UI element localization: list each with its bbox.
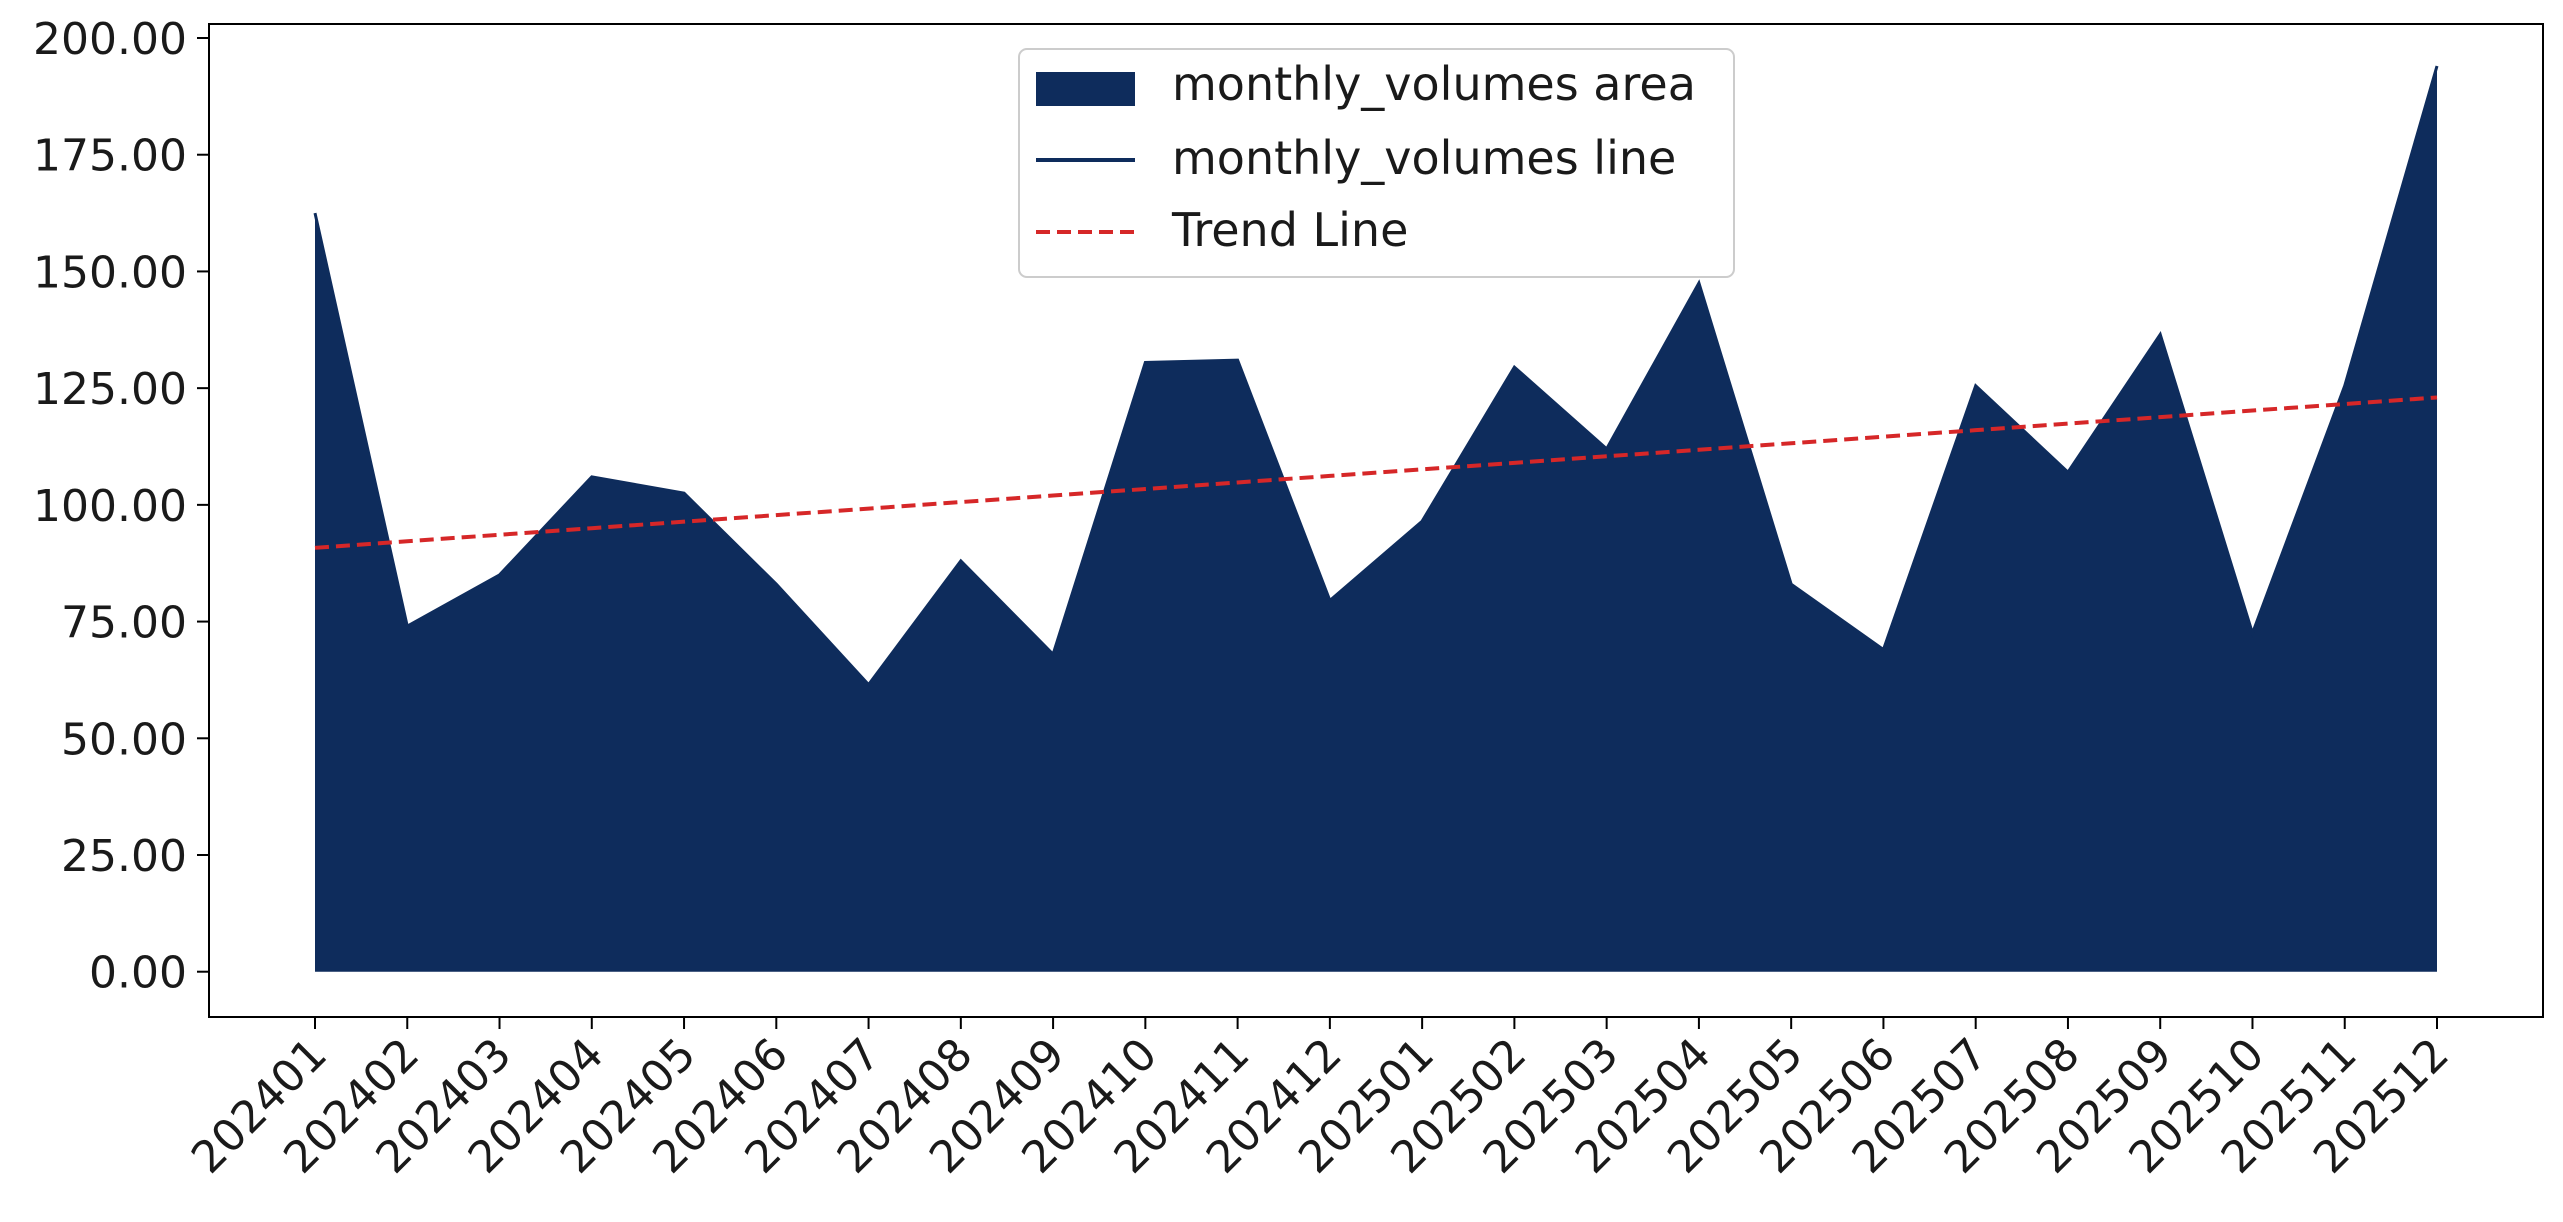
legend: monthly_volumes area monthly_volumes lin… [1018,48,1735,278]
data-point-202508 [2066,470,2070,474]
trend-line [314,395,2438,550]
legend-box [1018,48,1735,278]
area-fill-monthly-volumes [315,66,2437,972]
data-point-202409 [1051,652,1055,656]
y-tick-label: 150.00 [33,247,187,298]
line-monthly-volumes [313,65,2439,687]
data-point-202412 [1328,599,1332,603]
data-point-202503 [1605,447,1609,451]
data-point-202504 [1697,281,1701,285]
legend-swatch-area [1036,72,1135,106]
y-tick-label: 175.00 [33,131,187,182]
data-point-202505 [1789,582,1793,586]
data-point-202507 [1974,384,1978,388]
data-point-202404 [590,475,594,479]
y-tick-label: 25.00 [61,831,187,882]
data-point-202410 [1143,360,1147,364]
y-tick-label: 75.00 [61,598,187,649]
legend-label-trend: Trend Line [1171,203,1408,257]
y-tick-label: 200.00 [33,14,187,65]
data-point-202411 [1236,358,1240,362]
data-point-202501 [1420,519,1424,523]
y-tick-label: 100.00 [33,481,187,532]
data-point-202512 [2435,64,2439,68]
data-point-202406 [774,582,778,586]
y-tick-label: 125.00 [33,364,187,415]
data-point-202403 [498,573,502,577]
data-point-202509 [2158,332,2162,336]
data-point-202408 [959,559,963,563]
data-point-202506 [1881,648,1885,652]
plot-frame [208,23,2544,1018]
data-point-202401 [313,211,317,215]
y-tick-label: 0.00 [89,948,187,999]
legend-label-area: monthly_volumes area [1172,57,1696,111]
data-point-202510 [2250,631,2254,635]
data-point-202407 [867,683,871,687]
plot-area [313,64,2439,972]
data-point-202405 [682,491,686,495]
legend-label-line: monthly_volumes line [1172,131,1676,185]
data-point-202511 [2343,384,2347,388]
y-axis: 0.00 25.00 50.00 75.00 100.00 125.00 150.00 175… [33,14,209,999]
data-point-202502 [1512,365,1516,369]
x-axis: 2024012024022024032024042024052024062024… [182,1017,2459,1184]
y-tick-label: 50.00 [61,714,187,765]
data-point-202402 [405,624,409,628]
